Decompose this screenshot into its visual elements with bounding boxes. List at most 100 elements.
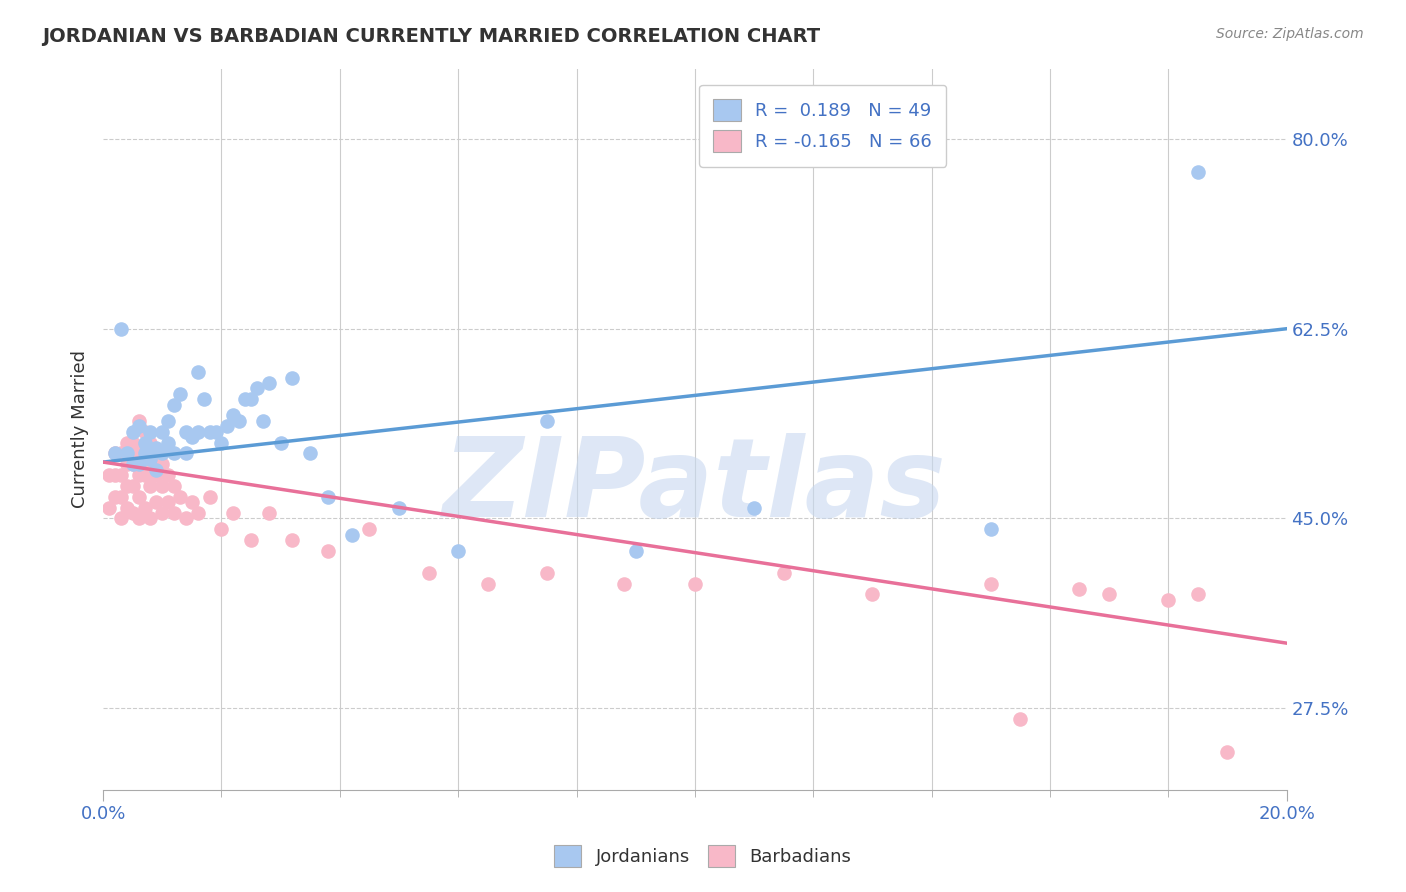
- Point: [1098, 587, 1121, 601]
- Point: [139, 479, 162, 493]
- Point: [198, 490, 221, 504]
- Point: [134, 425, 156, 439]
- Point: [198, 425, 221, 439]
- Point: [139, 457, 162, 471]
- Point: [316, 490, 339, 504]
- Point: [121, 457, 143, 471]
- Point: [134, 446, 156, 460]
- Point: [174, 446, 197, 460]
- Point: [257, 376, 280, 390]
- Point: [211, 435, 233, 450]
- Point: [110, 468, 132, 483]
- Point: [257, 506, 280, 520]
- Point: [145, 468, 167, 483]
- Point: [980, 576, 1002, 591]
- Point: [388, 500, 411, 515]
- Point: [110, 511, 132, 525]
- Point: [121, 425, 143, 439]
- Point: [536, 414, 558, 428]
- Point: [150, 506, 173, 520]
- Point: [128, 511, 150, 525]
- Point: [110, 322, 132, 336]
- Point: [145, 463, 167, 477]
- Point: [613, 576, 636, 591]
- Point: [121, 506, 143, 520]
- Point: [145, 441, 167, 455]
- Point: [104, 468, 127, 483]
- Point: [252, 414, 274, 428]
- Point: [316, 544, 339, 558]
- Point: [104, 446, 127, 460]
- Point: [359, 522, 381, 536]
- Point: [134, 446, 156, 460]
- Point: [121, 479, 143, 493]
- Point: [150, 457, 173, 471]
- Point: [104, 490, 127, 504]
- Point: [624, 544, 647, 558]
- Point: [174, 425, 197, 439]
- Point: [115, 479, 138, 493]
- Point: [340, 527, 363, 541]
- Point: [1010, 712, 1032, 726]
- Point: [222, 506, 245, 520]
- Point: [163, 506, 186, 520]
- Point: [134, 500, 156, 515]
- Point: [150, 479, 173, 493]
- Point: [204, 425, 226, 439]
- Point: [150, 446, 173, 460]
- Point: [187, 365, 209, 379]
- Point: [134, 435, 156, 450]
- Point: [193, 392, 215, 407]
- Point: [128, 414, 150, 428]
- Text: ZIPatlas: ZIPatlas: [443, 434, 946, 541]
- Point: [281, 370, 304, 384]
- Text: JORDANIAN VS BARBADIAN CURRENTLY MARRIED CORRELATION CHART: JORDANIAN VS BARBADIAN CURRENTLY MARRIED…: [42, 27, 820, 45]
- Point: [145, 446, 167, 460]
- Point: [240, 533, 263, 548]
- Point: [222, 409, 245, 423]
- Point: [299, 446, 322, 460]
- Point: [270, 435, 292, 450]
- Point: [128, 468, 150, 483]
- Point: [128, 490, 150, 504]
- Point: [180, 495, 202, 509]
- Point: [169, 386, 191, 401]
- Point: [98, 468, 121, 483]
- Point: [174, 511, 197, 525]
- Point: [157, 435, 180, 450]
- Legend: R =  0.189   N = 49, R = -0.165   N = 66: R = 0.189 N = 49, R = -0.165 N = 66: [699, 85, 946, 167]
- Point: [187, 506, 209, 520]
- Point: [742, 500, 765, 515]
- Point: [139, 435, 162, 450]
- Point: [233, 392, 256, 407]
- Point: [187, 425, 209, 439]
- Point: [128, 457, 150, 471]
- Point: [110, 490, 132, 504]
- Point: [115, 457, 138, 471]
- Point: [169, 490, 191, 504]
- Point: [163, 446, 186, 460]
- Point: [150, 425, 173, 439]
- Point: [447, 544, 470, 558]
- Point: [157, 495, 180, 509]
- Point: [145, 495, 167, 509]
- Point: [115, 500, 138, 515]
- Point: [134, 468, 156, 483]
- Point: [139, 511, 162, 525]
- Point: [139, 451, 162, 466]
- Point: [1187, 587, 1209, 601]
- Point: [115, 446, 138, 460]
- Point: [157, 414, 180, 428]
- Point: [418, 566, 440, 580]
- Point: [246, 381, 269, 395]
- Point: [1216, 745, 1239, 759]
- Point: [157, 468, 180, 483]
- Point: [228, 414, 250, 428]
- Point: [121, 435, 143, 450]
- Point: [1157, 592, 1180, 607]
- Point: [211, 522, 233, 536]
- Point: [1069, 582, 1091, 596]
- Point: [163, 398, 186, 412]
- Point: [980, 522, 1002, 536]
- Point: [772, 566, 794, 580]
